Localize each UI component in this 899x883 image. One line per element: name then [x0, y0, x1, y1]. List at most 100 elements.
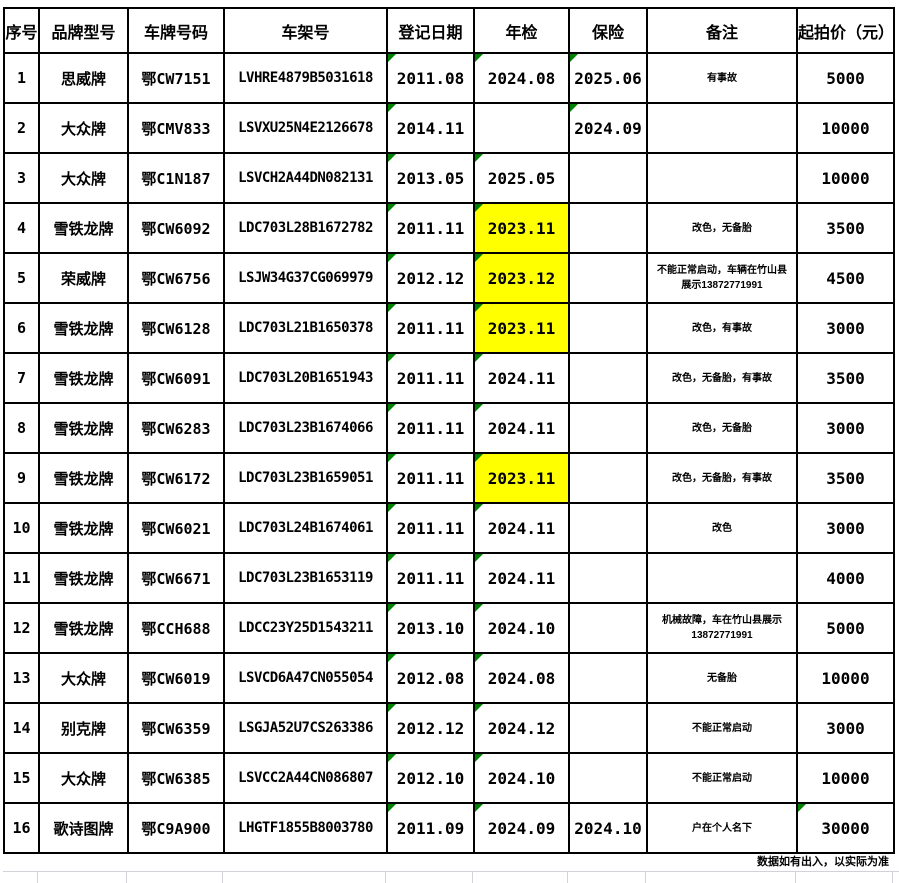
cell-remark[interactable] [646, 552, 798, 604]
cell-reg[interactable]: 2012.12 [386, 702, 475, 754]
cell-inspection[interactable]: 2025.05 [473, 152, 570, 204]
cell-reg[interactable]: 2011.11 [386, 402, 475, 454]
cell-remark[interactable]: 改色，无备胎，有事故 [646, 352, 798, 404]
cell-inspection[interactable]: 2024.08 [473, 52, 570, 104]
cell-remark[interactable]: 改色，无备胎，有事故 [646, 452, 798, 504]
cell-remark[interactable]: 户在个人名下 [646, 802, 798, 854]
cell-remark[interactable]: 改色，无备胎 [646, 402, 798, 454]
cell-brand[interactable]: 雪铁龙牌 [38, 502, 129, 554]
cell-reg[interactable]: 2011.11 [386, 352, 475, 404]
cell-price[interactable]: 3500 [796, 202, 895, 254]
cell-plate[interactable]: 鄂CMV833 [127, 102, 225, 154]
cell-vin[interactable]: LDC703L28B1672782 [223, 202, 388, 254]
cell-seq[interactable]: 14 [3, 702, 40, 754]
cell-inspection[interactable]: 2023.11 [473, 202, 570, 254]
cell-seq[interactable]: 2 [3, 102, 40, 154]
cell-remark[interactable]: 不能正常启动，车辆在竹山县展示13872771991 [646, 252, 798, 304]
cell-reg[interactable]: 2011.11 [386, 302, 475, 354]
empty-grid-cell[interactable] [646, 872, 796, 883]
cell-remark[interactable]: 不能正常启动 [646, 752, 798, 804]
cell-seq[interactable]: 12 [3, 602, 40, 654]
cell-brand[interactable]: 思威牌 [38, 52, 129, 104]
cell-plate[interactable]: 鄂CW6359 [127, 702, 225, 754]
cell-remark[interactable]: 无备胎 [646, 652, 798, 704]
cell-reg[interactable]: 2011.11 [386, 502, 475, 554]
cell-insurance[interactable] [568, 202, 648, 254]
cell-price[interactable]: 5000 [796, 52, 895, 104]
cell-plate[interactable]: 鄂CW6091 [127, 352, 225, 404]
cell-price[interactable]: 10000 [796, 752, 895, 804]
cell-remark[interactable]: 机械故障，车在竹山县展示13872771991 [646, 602, 798, 654]
cell-insurance[interactable] [568, 152, 648, 204]
cell-seq[interactable]: 9 [3, 452, 40, 504]
cell-remark[interactable] [646, 102, 798, 154]
cell-reg[interactable]: 2011.11 [386, 552, 475, 604]
cell-price[interactable]: 10000 [796, 652, 895, 704]
cell-inspection[interactable]: 2023.11 [473, 452, 570, 504]
cell-price[interactable]: 3000 [796, 502, 895, 554]
empty-grid-cell[interactable] [127, 872, 223, 883]
cell-brand[interactable]: 雪铁龙牌 [38, 552, 129, 604]
empty-grid-cell[interactable] [386, 872, 473, 883]
cell-inspection[interactable]: 2023.11 [473, 302, 570, 354]
cell-vin[interactable]: LDC703L20B1651943 [223, 352, 388, 404]
cell-insurance[interactable]: 2025.06 [568, 52, 648, 104]
empty-grid-cell[interactable] [223, 872, 386, 883]
cell-brand[interactable]: 大众牌 [38, 752, 129, 804]
cell-vin[interactable]: LSVCC2A44CN086807 [223, 752, 388, 804]
empty-grid-cell[interactable] [3, 872, 38, 883]
cell-plate[interactable]: 鄂CW6019 [127, 652, 225, 704]
cell-seq[interactable]: 3 [3, 152, 40, 204]
cell-insurance[interactable] [568, 652, 648, 704]
cell-price[interactable]: 4000 [796, 552, 895, 604]
cell-seq[interactable]: 8 [3, 402, 40, 454]
cell-seq[interactable]: 10 [3, 502, 40, 554]
cell-vin[interactable]: LDC703L23B1659051 [223, 452, 388, 504]
cell-seq[interactable]: 15 [3, 752, 40, 804]
cell-remark[interactable]: 改色 [646, 502, 798, 554]
cell-plate[interactable]: 鄂C1N187 [127, 152, 225, 204]
cell-brand[interactable]: 雪铁龙牌 [38, 602, 129, 654]
cell-inspection[interactable]: 2024.11 [473, 352, 570, 404]
cell-plate[interactable]: 鄂CW6128 [127, 302, 225, 354]
cell-inspection[interactable]: 2024.11 [473, 502, 570, 554]
cell-brand[interactable]: 大众牌 [38, 652, 129, 704]
empty-grid-cell[interactable] [796, 872, 893, 883]
cell-remark[interactable]: 改色，无备胎 [646, 202, 798, 254]
cell-reg[interactable]: 2011.11 [386, 452, 475, 504]
cell-reg[interactable]: 2011.11 [386, 202, 475, 254]
cell-remark[interactable] [646, 152, 798, 204]
cell-insurance[interactable] [568, 302, 648, 354]
cell-inspection[interactable]: 2024.10 [473, 602, 570, 654]
cell-seq[interactable]: 7 [3, 352, 40, 404]
cell-insurance[interactable] [568, 602, 648, 654]
cell-inspection[interactable]: 2024.09 [473, 802, 570, 854]
cell-reg[interactable]: 2012.10 [386, 752, 475, 804]
cell-brand[interactable]: 雪铁龙牌 [38, 452, 129, 504]
cell-plate[interactable]: 鄂C9A900 [127, 802, 225, 854]
cell-vin[interactable]: LSGJA52U7CS263386 [223, 702, 388, 754]
cell-inspection[interactable]: 2024.11 [473, 402, 570, 454]
empty-grid-cell[interactable] [38, 872, 127, 883]
cell-reg[interactable]: 2013.10 [386, 602, 475, 654]
cell-price[interactable]: 3000 [796, 702, 895, 754]
cell-insurance[interactable] [568, 402, 648, 454]
cell-brand[interactable]: 大众牌 [38, 152, 129, 204]
cell-reg[interactable]: 2012.08 [386, 652, 475, 704]
cell-vin[interactable]: LDC703L23B1653119 [223, 552, 388, 604]
cell-price[interactable]: 10000 [796, 102, 895, 154]
cell-plate[interactable]: 鄂CW6283 [127, 402, 225, 454]
cell-inspection[interactable]: 2023.12 [473, 252, 570, 304]
cell-insurance[interactable] [568, 702, 648, 754]
cell-seq[interactable]: 13 [3, 652, 40, 704]
cell-remark[interactable]: 改色，有事故 [646, 302, 798, 354]
cell-vin[interactable]: LSVXU25N4E2126678 [223, 102, 388, 154]
cell-brand[interactable]: 大众牌 [38, 102, 129, 154]
cell-seq[interactable]: 4 [3, 202, 40, 254]
cell-price[interactable]: 10000 [796, 152, 895, 204]
cell-insurance[interactable] [568, 452, 648, 504]
cell-brand[interactable]: 雪铁龙牌 [38, 352, 129, 404]
cell-price[interactable]: 3000 [796, 402, 895, 454]
cell-price[interactable]: 3500 [796, 352, 895, 404]
cell-price[interactable]: 30000 [796, 802, 895, 854]
